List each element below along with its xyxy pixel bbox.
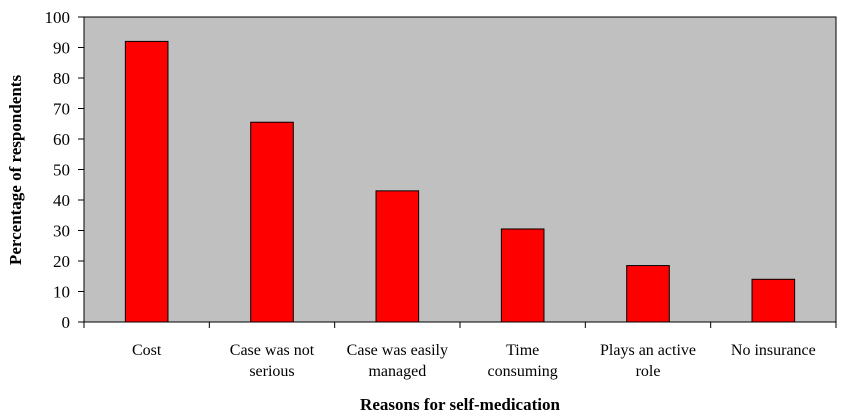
y-axis: 0 10 20 30 40 50 60 70 80 90 100 xyxy=(45,8,85,332)
y-tick-label: 0 xyxy=(62,313,71,332)
y-tick-label: 70 xyxy=(53,100,70,119)
y-tick-label: 40 xyxy=(53,191,70,210)
y-tick-label: 60 xyxy=(53,130,70,149)
x-category-label: No insurance xyxy=(731,342,816,359)
x-category-label: Case was not serious xyxy=(230,342,315,380)
y-axis-title: Percentage of respondents xyxy=(6,75,25,266)
bar xyxy=(751,278,796,323)
x-category-label: Plays an active role xyxy=(600,342,696,380)
plot-area xyxy=(83,16,837,323)
bar xyxy=(626,265,670,323)
bar xyxy=(500,228,545,323)
x-axis-title: Reasons for self-medication xyxy=(360,395,560,414)
y-tick-label: 30 xyxy=(53,222,70,241)
y-tick-label: 80 xyxy=(53,69,70,88)
y-tick-label: 90 xyxy=(53,39,70,58)
x-axis: Cost Case was not serious Case was easily ma… xyxy=(83,321,837,380)
x-category-label: Time consuming xyxy=(488,342,558,380)
bar xyxy=(250,121,294,323)
y-tick-label: 50 xyxy=(53,161,70,180)
x-category-label: Case was easily managed xyxy=(347,342,448,380)
bar xyxy=(375,190,420,323)
y-tick-label: 20 xyxy=(53,252,70,271)
y-tick-label: 10 xyxy=(53,283,70,302)
x-category-label: Cost xyxy=(132,342,162,359)
bars-group xyxy=(124,40,796,323)
y-tick-label: 100 xyxy=(45,8,71,27)
bar xyxy=(124,40,169,323)
